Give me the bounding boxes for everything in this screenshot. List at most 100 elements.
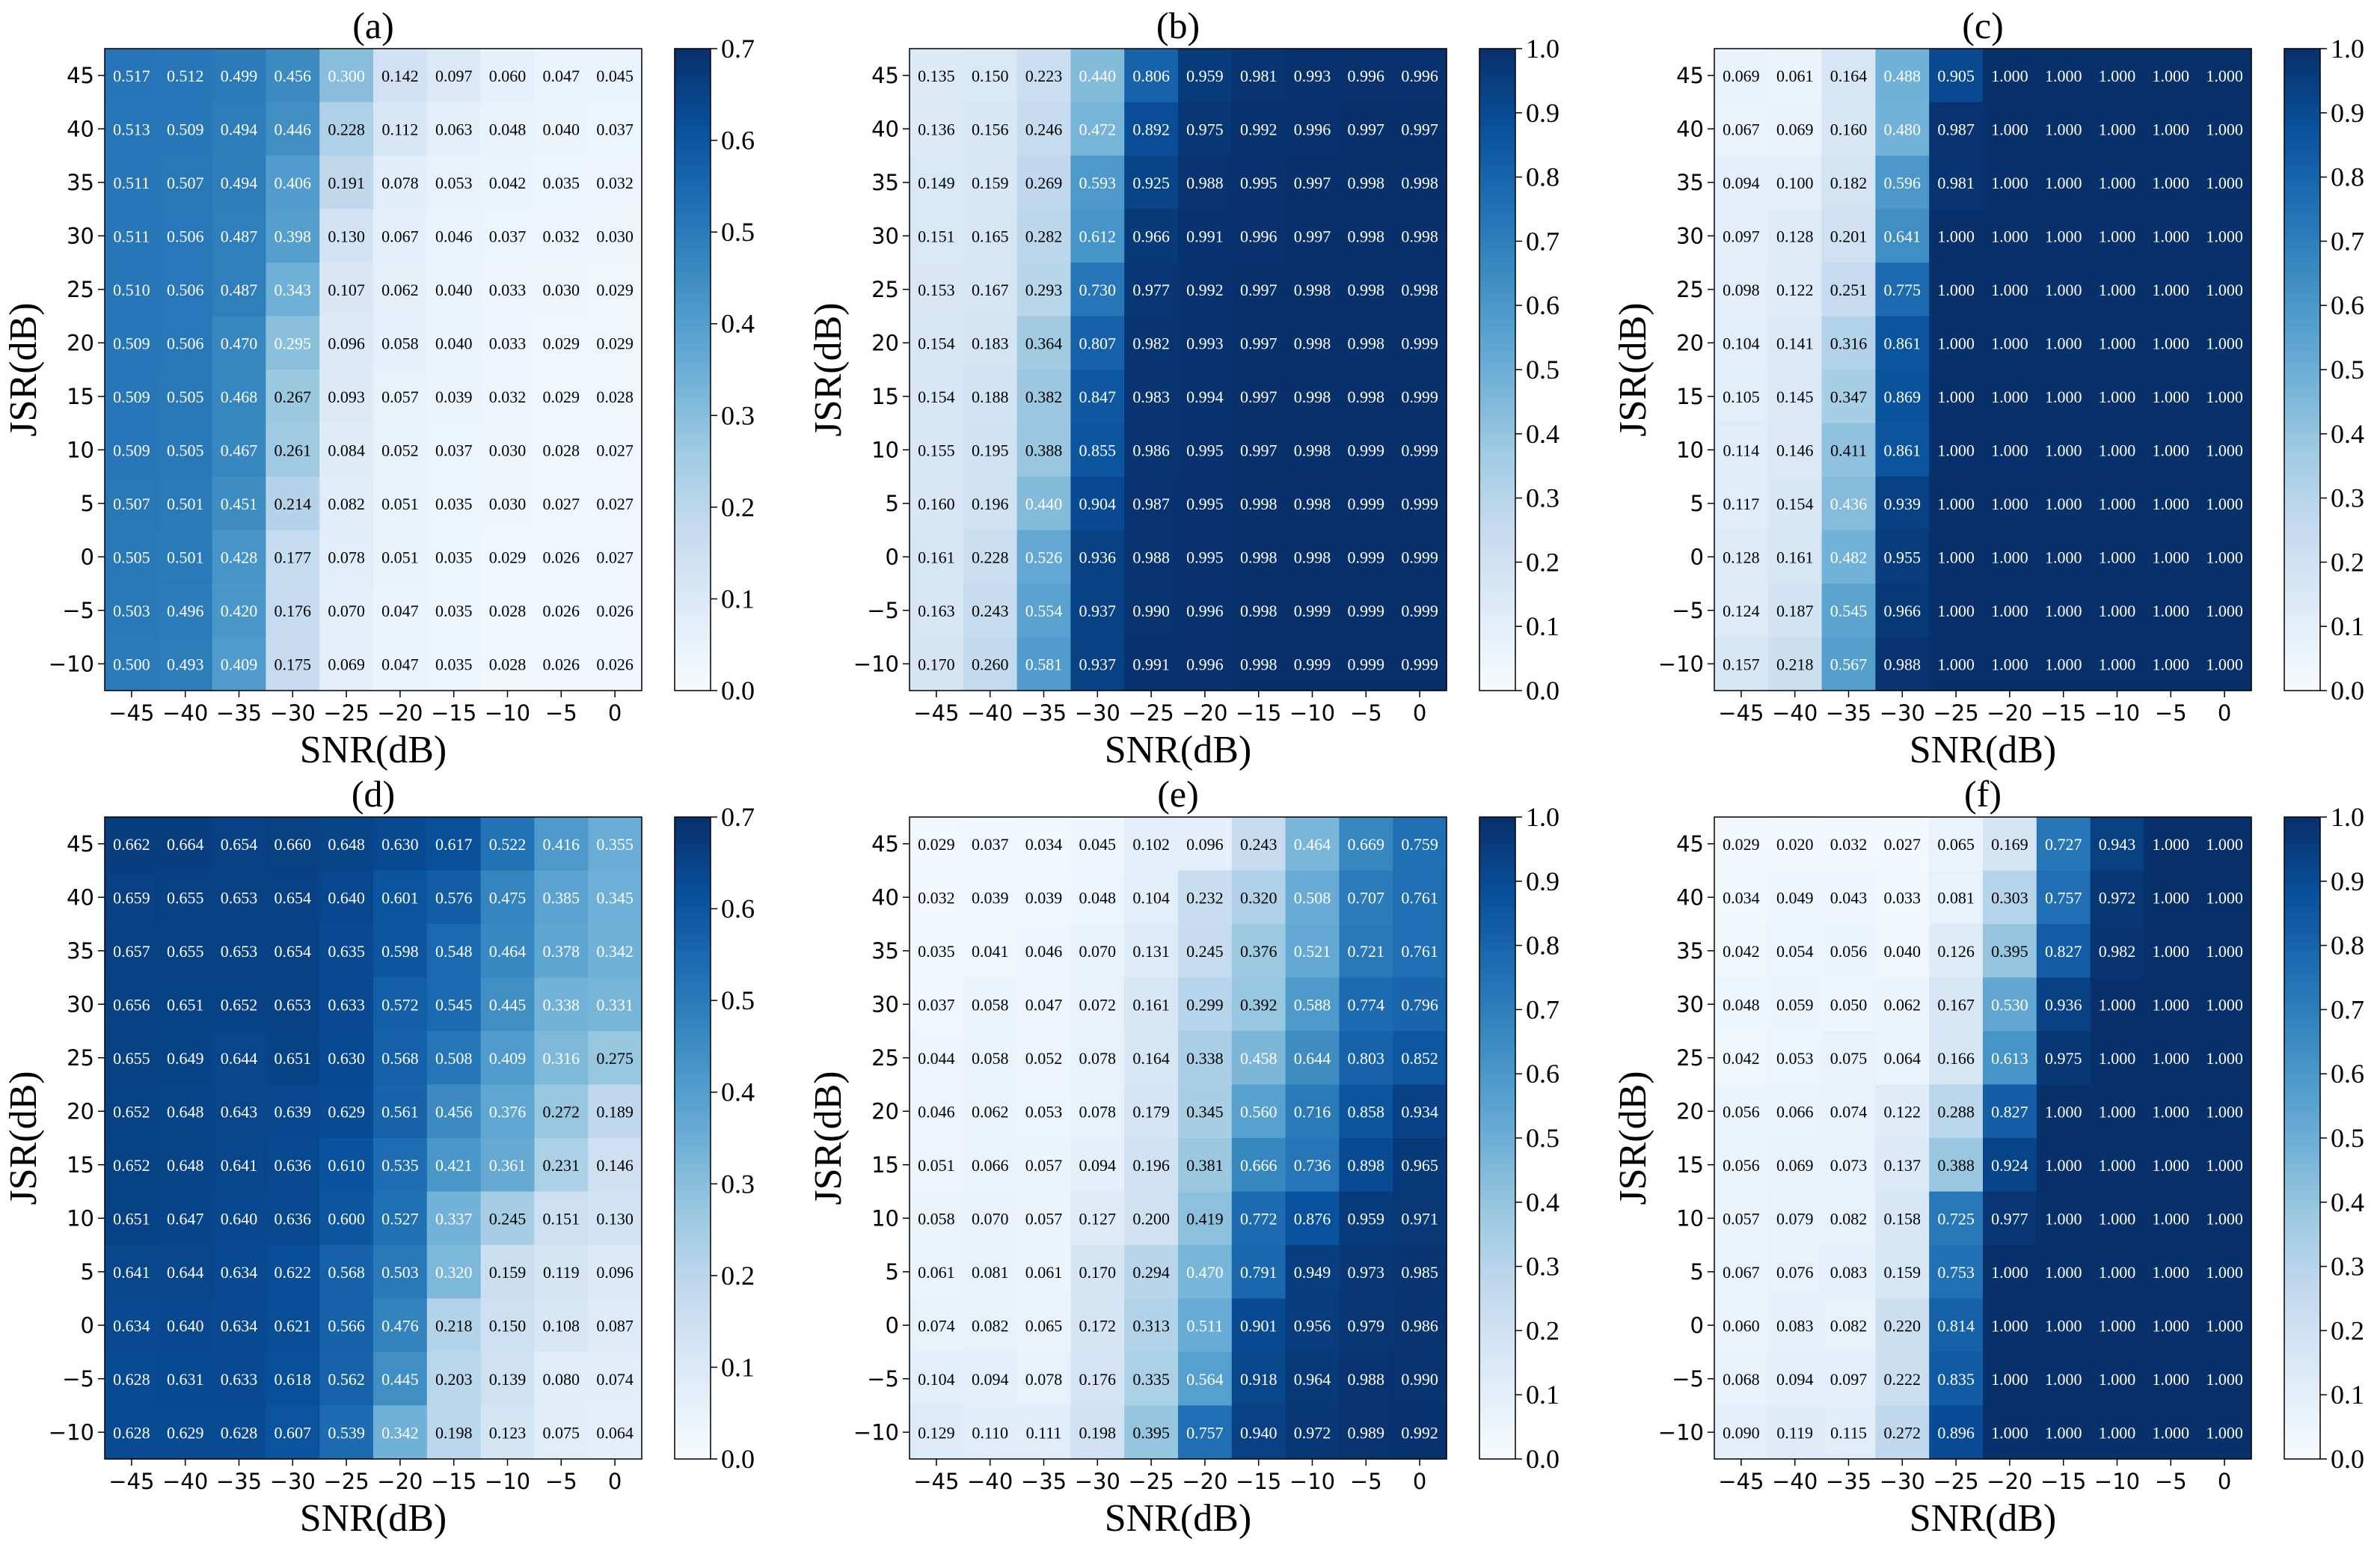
y-tick-label: 45 bbox=[67, 63, 94, 88]
cell-value-label: 0.128 bbox=[1776, 227, 1814, 245]
cell-value-label: 0.918 bbox=[1240, 1370, 1278, 1389]
heatmap-cell bbox=[1339, 1352, 1393, 1407]
x-axis-label: SNR(dB) bbox=[1105, 729, 1251, 771]
heatmap-cell bbox=[373, 423, 428, 477]
cell-value-label: 0.058 bbox=[972, 995, 1009, 1014]
heatmap-cell bbox=[426, 49, 482, 103]
cell-value-label: 1.000 bbox=[1991, 495, 2028, 513]
heatmap-cell bbox=[1231, 1245, 1286, 1300]
cell-value-label: 0.475 bbox=[489, 888, 527, 907]
heatmap-cell bbox=[480, 870, 535, 925]
cell-value-label: 0.295 bbox=[275, 334, 312, 352]
cell-value-label: 1.000 bbox=[1937, 441, 1975, 459]
heatmap-panel: (c)0.069 0.061 0.164 0.488 0.905 1.000 1.000 1.… bbox=[1612, 4, 2364, 771]
heatmap-cell bbox=[1393, 870, 1447, 925]
x-tick-label: −40 bbox=[967, 700, 1013, 726]
heatmap-cell bbox=[2144, 423, 2198, 477]
heatmap-cell bbox=[1178, 370, 1233, 424]
cell-value-label: 0.163 bbox=[918, 602, 955, 620]
heatmap-cell bbox=[1231, 370, 1286, 424]
heatmap-cell bbox=[319, 1405, 374, 1460]
heatmap-cell bbox=[588, 1138, 642, 1193]
y-tick-label: −10 bbox=[853, 651, 899, 676]
cell-value-label: 0.972 bbox=[2099, 888, 2136, 907]
heatmap-cell bbox=[1070, 1031, 1125, 1086]
y-tick-label: −5 bbox=[867, 598, 899, 623]
heatmap-cell bbox=[1070, 209, 1125, 263]
heatmap-cell bbox=[2144, 1405, 2198, 1460]
y-tick-label: 30 bbox=[871, 223, 899, 248]
heatmap-cell bbox=[373, 1138, 428, 1193]
heatmap-cell bbox=[1714, 1405, 1769, 1460]
colorbar-tick-label: 0.4 bbox=[2331, 419, 2364, 449]
heatmap-cell bbox=[373, 870, 428, 925]
heatmap-cell bbox=[2036, 817, 2091, 872]
cell-value-label: 0.126 bbox=[1937, 942, 1975, 961]
heatmap-cell bbox=[1124, 1298, 1179, 1353]
cell-value-label: 1.000 bbox=[2099, 655, 2136, 673]
cell-value-label: 0.509 bbox=[113, 334, 150, 352]
heatmap-cell bbox=[1070, 423, 1125, 477]
cell-value-label: 0.494 bbox=[221, 120, 258, 138]
heatmap-cell bbox=[2197, 977, 2252, 1032]
cell-value-label: 0.176 bbox=[1079, 1370, 1117, 1389]
heatmap-cell bbox=[1821, 1352, 1876, 1407]
heatmap-cell bbox=[1016, 530, 1071, 584]
cell-value-label: 0.170 bbox=[1079, 1263, 1117, 1282]
cell-value-label: 1.000 bbox=[1991, 281, 2028, 299]
heatmap-cell bbox=[1821, 102, 1876, 156]
heatmap-cell bbox=[1016, 584, 1071, 638]
heatmap-cell bbox=[534, 817, 589, 872]
cell-value-label: 0.161 bbox=[1776, 548, 1814, 566]
colorbar-tick-label: 1.0 bbox=[1526, 34, 1559, 64]
heatmap-cell bbox=[2036, 423, 2091, 477]
cell-value-label: 0.355 bbox=[596, 835, 634, 854]
heatmap-cell bbox=[1070, 977, 1125, 1032]
cell-value-label: 0.129 bbox=[918, 1423, 955, 1442]
heatmap-cell bbox=[158, 1405, 213, 1460]
heatmap-cell bbox=[2144, 156, 2198, 210]
x-tick-label: −35 bbox=[1826, 700, 1871, 726]
heatmap-cell bbox=[212, 924, 266, 979]
cell-value-label: 0.151 bbox=[543, 1209, 580, 1228]
heatmap-cell bbox=[480, 530, 535, 584]
y-tick-label: 15 bbox=[871, 384, 899, 409]
y-tick-label: 10 bbox=[67, 1205, 94, 1231]
y-tick-label: 45 bbox=[1676, 831, 1704, 857]
x-tick-label: −25 bbox=[1933, 700, 1978, 726]
heatmap-cell bbox=[2197, 263, 2252, 317]
heatmap-cell bbox=[910, 1031, 964, 1086]
heatmap-cell bbox=[963, 1084, 1018, 1139]
heatmap-cell bbox=[105, 1031, 159, 1086]
cell-value-label: 0.641 bbox=[113, 1263, 150, 1282]
cell-value-label: 0.629 bbox=[328, 1102, 365, 1121]
cell-value-label: 0.294 bbox=[1132, 1263, 1170, 1282]
heatmap-cell bbox=[2036, 263, 2091, 317]
cell-value-label: 0.054 bbox=[1776, 942, 1814, 961]
cell-value-label: 0.029 bbox=[1723, 835, 1760, 854]
cell-value-label: 1.000 bbox=[2045, 227, 2082, 245]
heatmap-cell bbox=[1231, 316, 1286, 370]
y-tick-label: 0 bbox=[886, 544, 899, 569]
heatmap-cell bbox=[212, 530, 266, 584]
heatmap-cell bbox=[480, 1352, 535, 1407]
heatmap-cell bbox=[963, 584, 1018, 638]
heatmap-cell bbox=[588, 977, 642, 1032]
cell-value-label: 0.992 bbox=[1401, 1423, 1438, 1442]
heatmap-cell bbox=[1767, 1084, 1823, 1139]
heatmap-cell bbox=[1929, 637, 1984, 691]
cell-value-label: 0.130 bbox=[596, 1209, 634, 1228]
cell-value-label: 0.115 bbox=[1830, 1423, 1867, 1442]
cell-value-label: 0.988 bbox=[1132, 548, 1170, 566]
cell-value-label: 0.122 bbox=[1776, 281, 1814, 299]
y-axis-label: JSR(dB) bbox=[807, 302, 850, 436]
cell-value-label: 0.033 bbox=[489, 281, 527, 299]
panel-title: (e) bbox=[1157, 773, 1199, 815]
x-tick-label: −30 bbox=[1880, 700, 1925, 726]
cell-value-label: 1.000 bbox=[2045, 602, 2082, 620]
y-tick-label: 45 bbox=[1676, 63, 1704, 88]
cell-value-label: 0.057 bbox=[1025, 1209, 1063, 1228]
x-tick-label: −40 bbox=[1772, 700, 1818, 726]
cell-value-label: 0.539 bbox=[328, 1423, 365, 1442]
heatmap-cell bbox=[1285, 817, 1340, 872]
